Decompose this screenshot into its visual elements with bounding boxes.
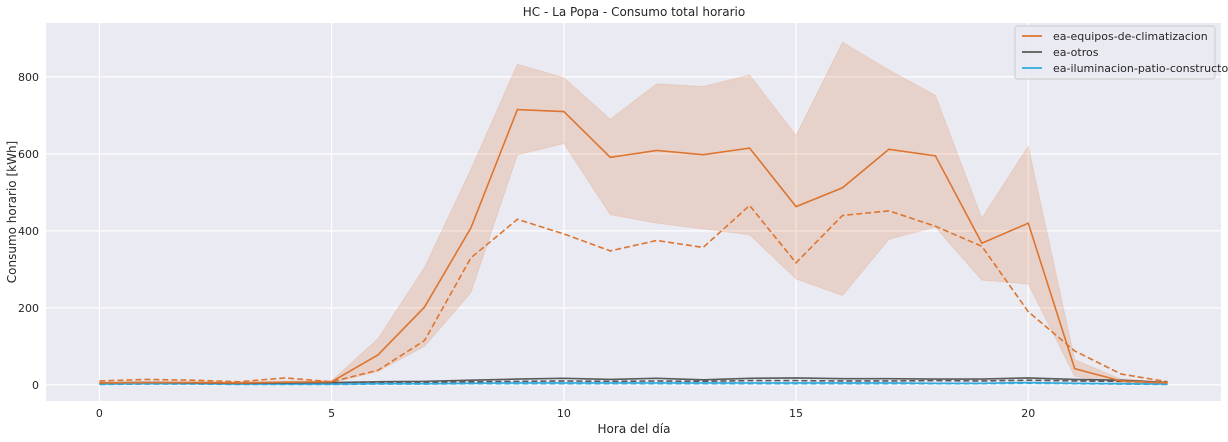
legend: ea-equipos-de-climatizacion ea-otros ea-il…	[1014, 25, 1228, 80]
x-axis-label: Hora del día	[598, 422, 671, 436]
legend-label: ea-otros	[1053, 46, 1099, 59]
legend-label: ea-equipos-de-climatizacion	[1053, 30, 1208, 43]
y-tick-label: 600	[18, 148, 39, 161]
y-axis-label: Consumo horario [kWh]	[5, 141, 19, 283]
dashed-line-0	[99, 204, 1168, 383]
plot-area	[46, 23, 1221, 401]
y-tick-label: 800	[18, 71, 39, 84]
chart-title: HC - La Popa - Consumo total horario	[523, 5, 745, 19]
series-line-2	[99, 381, 1168, 385]
x-tick-label: 20	[1021, 407, 1035, 420]
y-tick-label: 0	[32, 379, 39, 392]
series-line-0	[99, 108, 1168, 384]
x-tick-label: 5	[328, 407, 335, 420]
y-tick-label: 400	[18, 225, 39, 238]
y-tick-label: 200	[18, 302, 39, 315]
series-lines	[99, 108, 1168, 386]
dashed-line-1	[99, 379, 1168, 385]
legend-box	[1014, 25, 1216, 80]
x-tick-label: 10	[557, 407, 571, 420]
x-tick-label: 15	[789, 407, 803, 420]
x-tick-label: 0	[96, 407, 103, 420]
legend-label: ea-iluminacion-patio-constructor	[1053, 62, 1228, 75]
y-tick-labels: 0 200 400 600 800	[18, 71, 39, 392]
x-tick-labels: 0 5 10 15 20	[96, 407, 1035, 420]
